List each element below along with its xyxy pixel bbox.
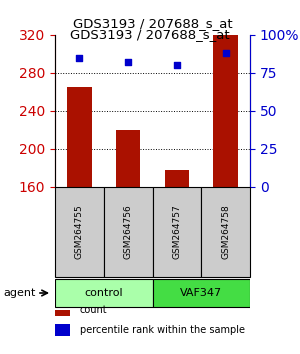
Point: [223, 50, 228, 56]
Text: GSM264756: GSM264756: [124, 205, 133, 259]
FancyBboxPatch shape: [55, 279, 152, 307]
Bar: [55, 304, 70, 316]
Point: [77, 55, 82, 61]
FancyBboxPatch shape: [55, 187, 104, 277]
Text: GSM264755: GSM264755: [75, 205, 84, 259]
Text: control: control: [84, 288, 123, 298]
Text: agent: agent: [3, 288, 35, 298]
Title: GDS3193 / 207688_s_at: GDS3193 / 207688_s_at: [73, 17, 232, 30]
FancyBboxPatch shape: [152, 187, 201, 277]
Point: [126, 59, 130, 65]
Point: [175, 63, 179, 68]
Text: GSM264757: GSM264757: [172, 205, 182, 259]
Text: GDS3193 / 207688_s_at: GDS3193 / 207688_s_at: [70, 28, 230, 41]
Bar: [116, 130, 140, 187]
Bar: [213, 35, 238, 187]
Bar: [67, 87, 92, 187]
Bar: [55, 325, 70, 336]
Text: GSM264758: GSM264758: [221, 205, 230, 259]
Text: count: count: [80, 306, 107, 315]
Text: percentile rank within the sample: percentile rank within the sample: [80, 325, 244, 336]
FancyBboxPatch shape: [104, 187, 152, 277]
FancyBboxPatch shape: [201, 187, 250, 277]
Bar: [165, 170, 189, 187]
FancyBboxPatch shape: [152, 279, 250, 307]
Text: VAF347: VAF347: [180, 288, 222, 298]
